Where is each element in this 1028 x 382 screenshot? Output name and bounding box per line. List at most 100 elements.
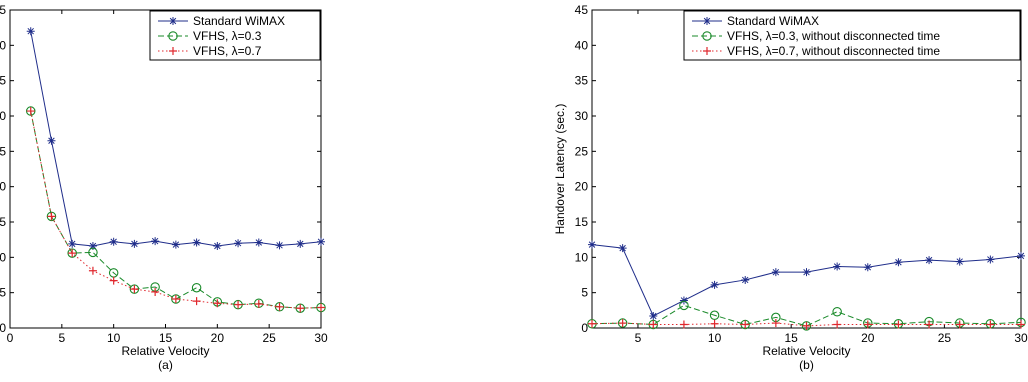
data-point [47,212,56,221]
series-line [30,110,322,309]
data-point [67,248,77,258]
series-line [30,31,322,247]
panel-label: (b) [799,358,814,372]
x-tick-label: 10 [708,331,722,345]
x-tick-label: 0 [7,331,14,345]
data-point [213,299,222,308]
y-tick-label: 35 [0,74,6,88]
y-tick-label: 20 [575,180,589,194]
data-point [169,47,177,55]
data-point [46,211,57,222]
data-point [710,280,719,289]
chart-panel-b: 5 10 15 20 25 30 0 5 10 15 20 25 30 35 40 45 Relative Ve… [553,3,1028,372]
data-point [191,282,202,293]
data-point [26,107,35,116]
data-point [863,263,872,272]
data-point [213,242,222,251]
x-tick-label: 20 [861,331,875,345]
data-point [618,319,627,328]
data-point [833,262,842,271]
data-point [894,258,903,267]
data-point [709,310,720,321]
data-point [109,276,118,285]
y-tick-label: 25 [575,144,589,158]
x-tick-label: 20 [211,331,225,345]
data-point [192,238,201,247]
x-tick-label: 25 [938,331,952,345]
data-point [275,241,284,250]
x-tick-label: 5 [635,331,642,345]
data-point [802,321,811,330]
x-tick-label: 30 [314,331,328,345]
x-axis-label: Relative Velocity [121,344,209,358]
data-point [68,249,77,258]
data-point [986,320,995,329]
y-tick-label: 15 [0,215,6,229]
data-point [168,31,178,41]
chart-panel-a: 0 5 10 15 20 25 30 0 5 10 15 20 25 30 35 40 45 Relative V… [0,3,328,372]
data-point [801,321,812,331]
legend-entry-label: VFHS, λ=0.3 [193,29,262,43]
data-point [649,320,658,329]
data-point [702,31,712,41]
y-tick-label: 0 [581,321,588,335]
panel-label: (a) [158,358,173,372]
y-axis-label: Handover Latency (sec.) [553,104,567,235]
data-point [151,287,160,296]
data-point [151,237,160,246]
data-point [703,47,711,55]
data-point [130,285,139,294]
legend-entry-label: VFHS, λ=0.3, without disconnected time [727,29,940,43]
data-point [617,318,628,328]
data-point [955,257,964,266]
data-point [894,320,903,329]
data-point [130,239,139,248]
data-point [68,239,77,248]
y-tick-label: 5 [581,286,588,300]
data-point [832,306,842,317]
data-point [316,302,326,313]
data-point [863,320,872,329]
series-3 [26,107,325,313]
data-point [925,320,934,329]
y-tick-label: 10 [575,250,589,264]
series-3 [588,319,1025,330]
data-point [129,284,140,294]
data-point [192,297,201,306]
y-tick-label: 30 [575,109,589,123]
data-point [618,244,627,253]
legend-entry-label: Standard WiMAX [193,14,285,28]
data-point [679,296,688,305]
y-tick-label: 45 [575,3,589,17]
series-line [30,110,322,309]
data-point [25,106,36,116]
data-point [679,300,689,311]
data-point [925,256,934,265]
data-point [88,242,97,251]
y-tick-label: 20 [0,180,6,194]
data-point [254,238,263,247]
data-point [317,303,325,312]
series-2 [25,106,326,313]
data-point [47,136,56,145]
y-tick-label: 40 [575,38,589,52]
x-tick-label: 15 [784,331,798,345]
data-point [771,319,780,328]
data-point [741,275,750,284]
data-point [955,320,964,329]
data-point [234,300,243,309]
series-line [591,304,1022,327]
data-point [588,240,596,249]
data-point [296,239,305,248]
x-tick-label: 10 [107,331,121,345]
x-axis-label: Relative Velocity [762,344,850,358]
x-tick-label: 5 [58,331,65,345]
y-tick-label: 5 [0,286,6,300]
data-point [234,239,243,248]
data-point [771,268,780,277]
data-point [588,319,596,328]
data-point [109,237,118,246]
x-tick-label: 30 [1014,331,1028,345]
data-point [1017,320,1025,329]
